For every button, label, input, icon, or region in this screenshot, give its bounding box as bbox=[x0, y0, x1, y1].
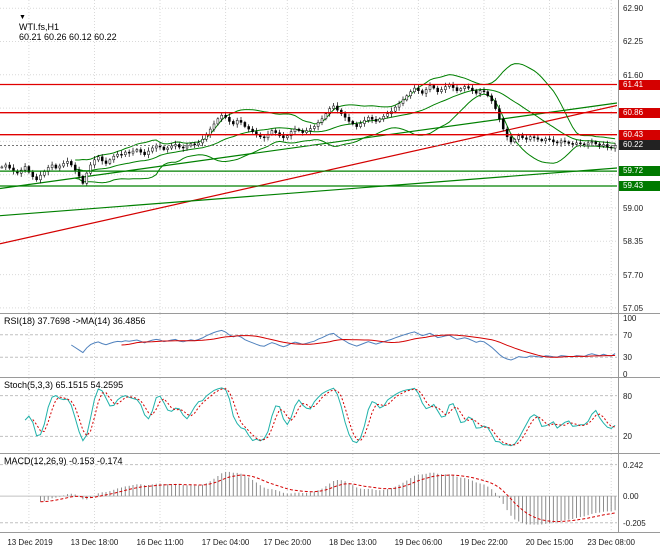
price-level-badge: 60.86 bbox=[619, 107, 660, 118]
time-axis-label: 13 Dec 18:00 bbox=[70, 538, 119, 547]
stoch-axis[interactable]: 80 20 bbox=[618, 378, 660, 453]
macd-canvas[interactable] bbox=[0, 454, 617, 533]
price-levels bbox=[0, 83, 617, 187]
rsi-levels bbox=[0, 334, 617, 358]
rsi-tick-label: 0 bbox=[623, 370, 628, 379]
stoch-panel: Stoch(5,3,3) 65.1515 54.2595 80 20 bbox=[0, 377, 660, 454]
stoch-canvas[interactable] bbox=[0, 378, 617, 454]
price-axis[interactable]: 62.90 62.25 61.60 59.00 58.35 57.70 57.05 61.41… bbox=[618, 0, 660, 313]
price-tick-label: 57.70 bbox=[623, 270, 644, 280]
stoch-header: Stoch(5,3,3) 65.1515 54.2595 bbox=[4, 380, 124, 390]
symbol-marker-icon: ▼ bbox=[19, 14, 26, 21]
price-level-badge: 60.43 bbox=[619, 129, 660, 140]
price-level-badge: 61.41 bbox=[619, 79, 660, 90]
price-tick-label: 62.25 bbox=[623, 37, 644, 47]
candles bbox=[0, 81, 617, 187]
ohlc-values: 60.21 60.26 60.12 60.22 bbox=[19, 32, 117, 42]
price-level-badge: 59.43 bbox=[619, 180, 660, 191]
macd-header: MACD(12,26,9) -0.153 -0.174 bbox=[4, 456, 123, 466]
time-axis-label: 13 Dec 2019 bbox=[7, 538, 53, 547]
macd-tick-label: 0.00 bbox=[623, 492, 639, 502]
macd-minmax-lines bbox=[0, 464, 617, 524]
stoch-levels bbox=[0, 395, 617, 437]
price-tick-label: 57.05 bbox=[623, 303, 644, 313]
rsi-header: RSI(18) 37.7698 ->MA(14) 36.4856 bbox=[4, 316, 146, 326]
price-level-badge: 60.22 bbox=[619, 140, 660, 151]
time-axis-label: 23 Dec 08:00 bbox=[587, 538, 635, 547]
macd-tick-label: -0.205 bbox=[623, 518, 646, 528]
time-axis-label: 20 Dec 15:00 bbox=[525, 538, 574, 547]
time-axis-label: 19 Dec 06:00 bbox=[394, 538, 443, 547]
price-tick-label: 58.35 bbox=[623, 237, 644, 247]
symbol-ohlc-header: ▼ WTI.fs,H1 60.21 60.26 60.12 60.22 bbox=[4, 2, 117, 52]
rsi-panel: RSI(18) 37.7698 ->MA(14) 36.4856 100 70 30… bbox=[0, 313, 660, 379]
bollinger-bands bbox=[75, 63, 616, 184]
rsi-axis[interactable]: 100 70 30 0 bbox=[618, 314, 660, 379]
price-tick-label: 62.90 bbox=[623, 4, 644, 14]
price-chart-canvas[interactable] bbox=[0, 0, 617, 313]
stoch-tick-label: 80 bbox=[623, 391, 632, 401]
trendlines bbox=[0, 102, 617, 245]
rsi-tick-label: 100 bbox=[623, 314, 637, 323]
stoch-tick-label: 20 bbox=[623, 432, 632, 442]
macd-histogram bbox=[40, 471, 616, 525]
time-axis-label: 19 Dec 22:00 bbox=[460, 538, 508, 547]
time-axis-label: 17 Dec 20:00 bbox=[263, 538, 312, 547]
rsi-canvas[interactable] bbox=[0, 314, 617, 378]
time-axis-label: 17 Dec 04:00 bbox=[201, 538, 250, 547]
time-axis-label: 18 Dec 13:00 bbox=[329, 538, 377, 547]
time-axis[interactable]: 13 Dec 2019 13 Dec 18:00 16 Dec 11:00 17 De… bbox=[0, 532, 660, 557]
time-axis-label: 16 Dec 11:00 bbox=[136, 538, 184, 547]
price-level-badge: 59.72 bbox=[619, 166, 660, 177]
price-panel: ▼ WTI.fs,H1 60.21 60.26 60.12 60.22 62.9… bbox=[0, 0, 660, 313]
price-tick-label: 61.60 bbox=[623, 70, 644, 80]
price-tick-label: 59.00 bbox=[623, 203, 644, 213]
rsi-tick-label: 70 bbox=[623, 330, 632, 340]
rsi-tick-label: 30 bbox=[623, 353, 632, 363]
symbol-label: WTI.fs,H1 bbox=[19, 22, 60, 32]
macd-axis[interactable]: 0.242 0.00 -0.205 bbox=[618, 454, 660, 532]
macd-panel: MACD(12,26,9) -0.153 -0.174 0.242 0.00 -0.… bbox=[0, 453, 660, 533]
macd-tick-label: 0.242 bbox=[623, 460, 644, 470]
